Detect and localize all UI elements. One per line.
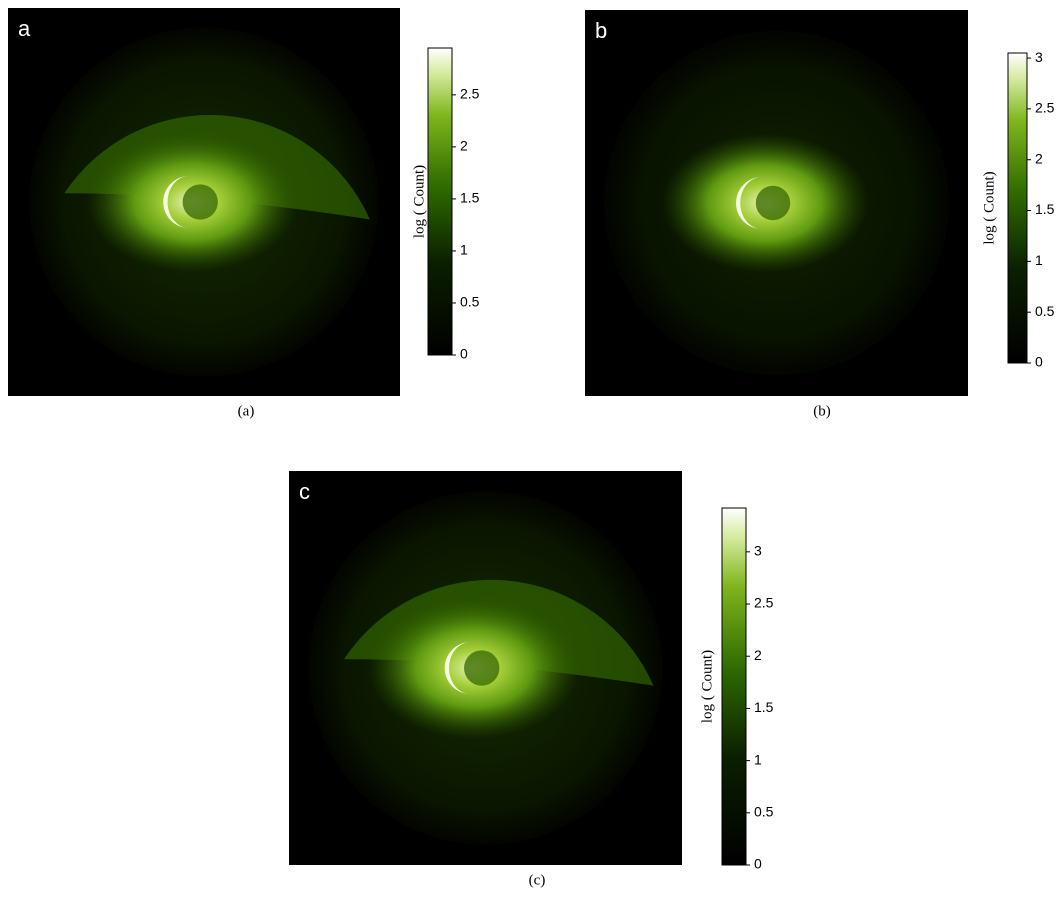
colorbar-tick-label: 2 [1035, 150, 1043, 166]
panel-label: b [595, 18, 607, 43]
colorbar [721, 507, 747, 866]
colorbar-tick-label: 2 [460, 138, 468, 154]
inner-hole [755, 185, 791, 221]
colorbar-label: log ( Count) [699, 650, 715, 723]
colorbar-tick-label: 0 [1035, 354, 1043, 370]
colorbar-tick-label: 0.5 [754, 804, 774, 820]
caption: (b) [813, 403, 831, 419]
inner-hole [182, 184, 218, 220]
colorbar [1007, 52, 1028, 364]
colorbar-tick-label: 1.5 [754, 699, 774, 715]
colorbar-tick-label: 1 [754, 751, 762, 767]
colorbar-tick-label: 0.5 [460, 294, 480, 310]
colorbar-tick-label: 0 [460, 346, 468, 362]
colorbar-tick-label: 1.5 [460, 190, 480, 206]
colorbar-tick-label: 1 [460, 242, 468, 258]
colorbar-tick-label: 2.5 [1035, 100, 1055, 116]
crescent [163, 176, 191, 229]
colorbar-tick-label: 3 [1035, 49, 1043, 65]
crescent [444, 642, 472, 695]
colorbar-tick-label: 1.5 [1035, 201, 1055, 217]
caption: (a) [238, 403, 255, 419]
panel-label: c [299, 479, 310, 504]
colorbar-tick-label: 2.5 [754, 595, 774, 611]
panel: c (c) 0 0.5 1 1.5 2 2.5 3 log ( Count) [289, 471, 774, 888]
colorbar-tick-label: 0 [754, 856, 762, 872]
panel: a (a) 0 0.5 1 1.5 2 2.5 log ( Count) [8, 8, 480, 419]
crescent [735, 177, 764, 230]
colorbar-tick-label: 0.5 [1035, 303, 1055, 319]
panel-label: a [18, 16, 31, 41]
colorbar-tick-label: 3 [754, 543, 762, 559]
panel: b (b) 0 0.5 1 1.5 2 2.5 3 log ( Count) [585, 10, 1055, 419]
caption: (c) [529, 872, 546, 888]
colorbar-tick-label: 1 [1035, 252, 1043, 268]
inner-hole [464, 650, 500, 686]
colorbar-label: log ( Count) [981, 171, 997, 244]
colorbar-tick-label: 2.5 [460, 86, 480, 102]
colorbar-tick-label: 2 [754, 647, 762, 663]
colorbar-label: log ( Count) [411, 165, 427, 238]
colorbar [427, 47, 453, 356]
